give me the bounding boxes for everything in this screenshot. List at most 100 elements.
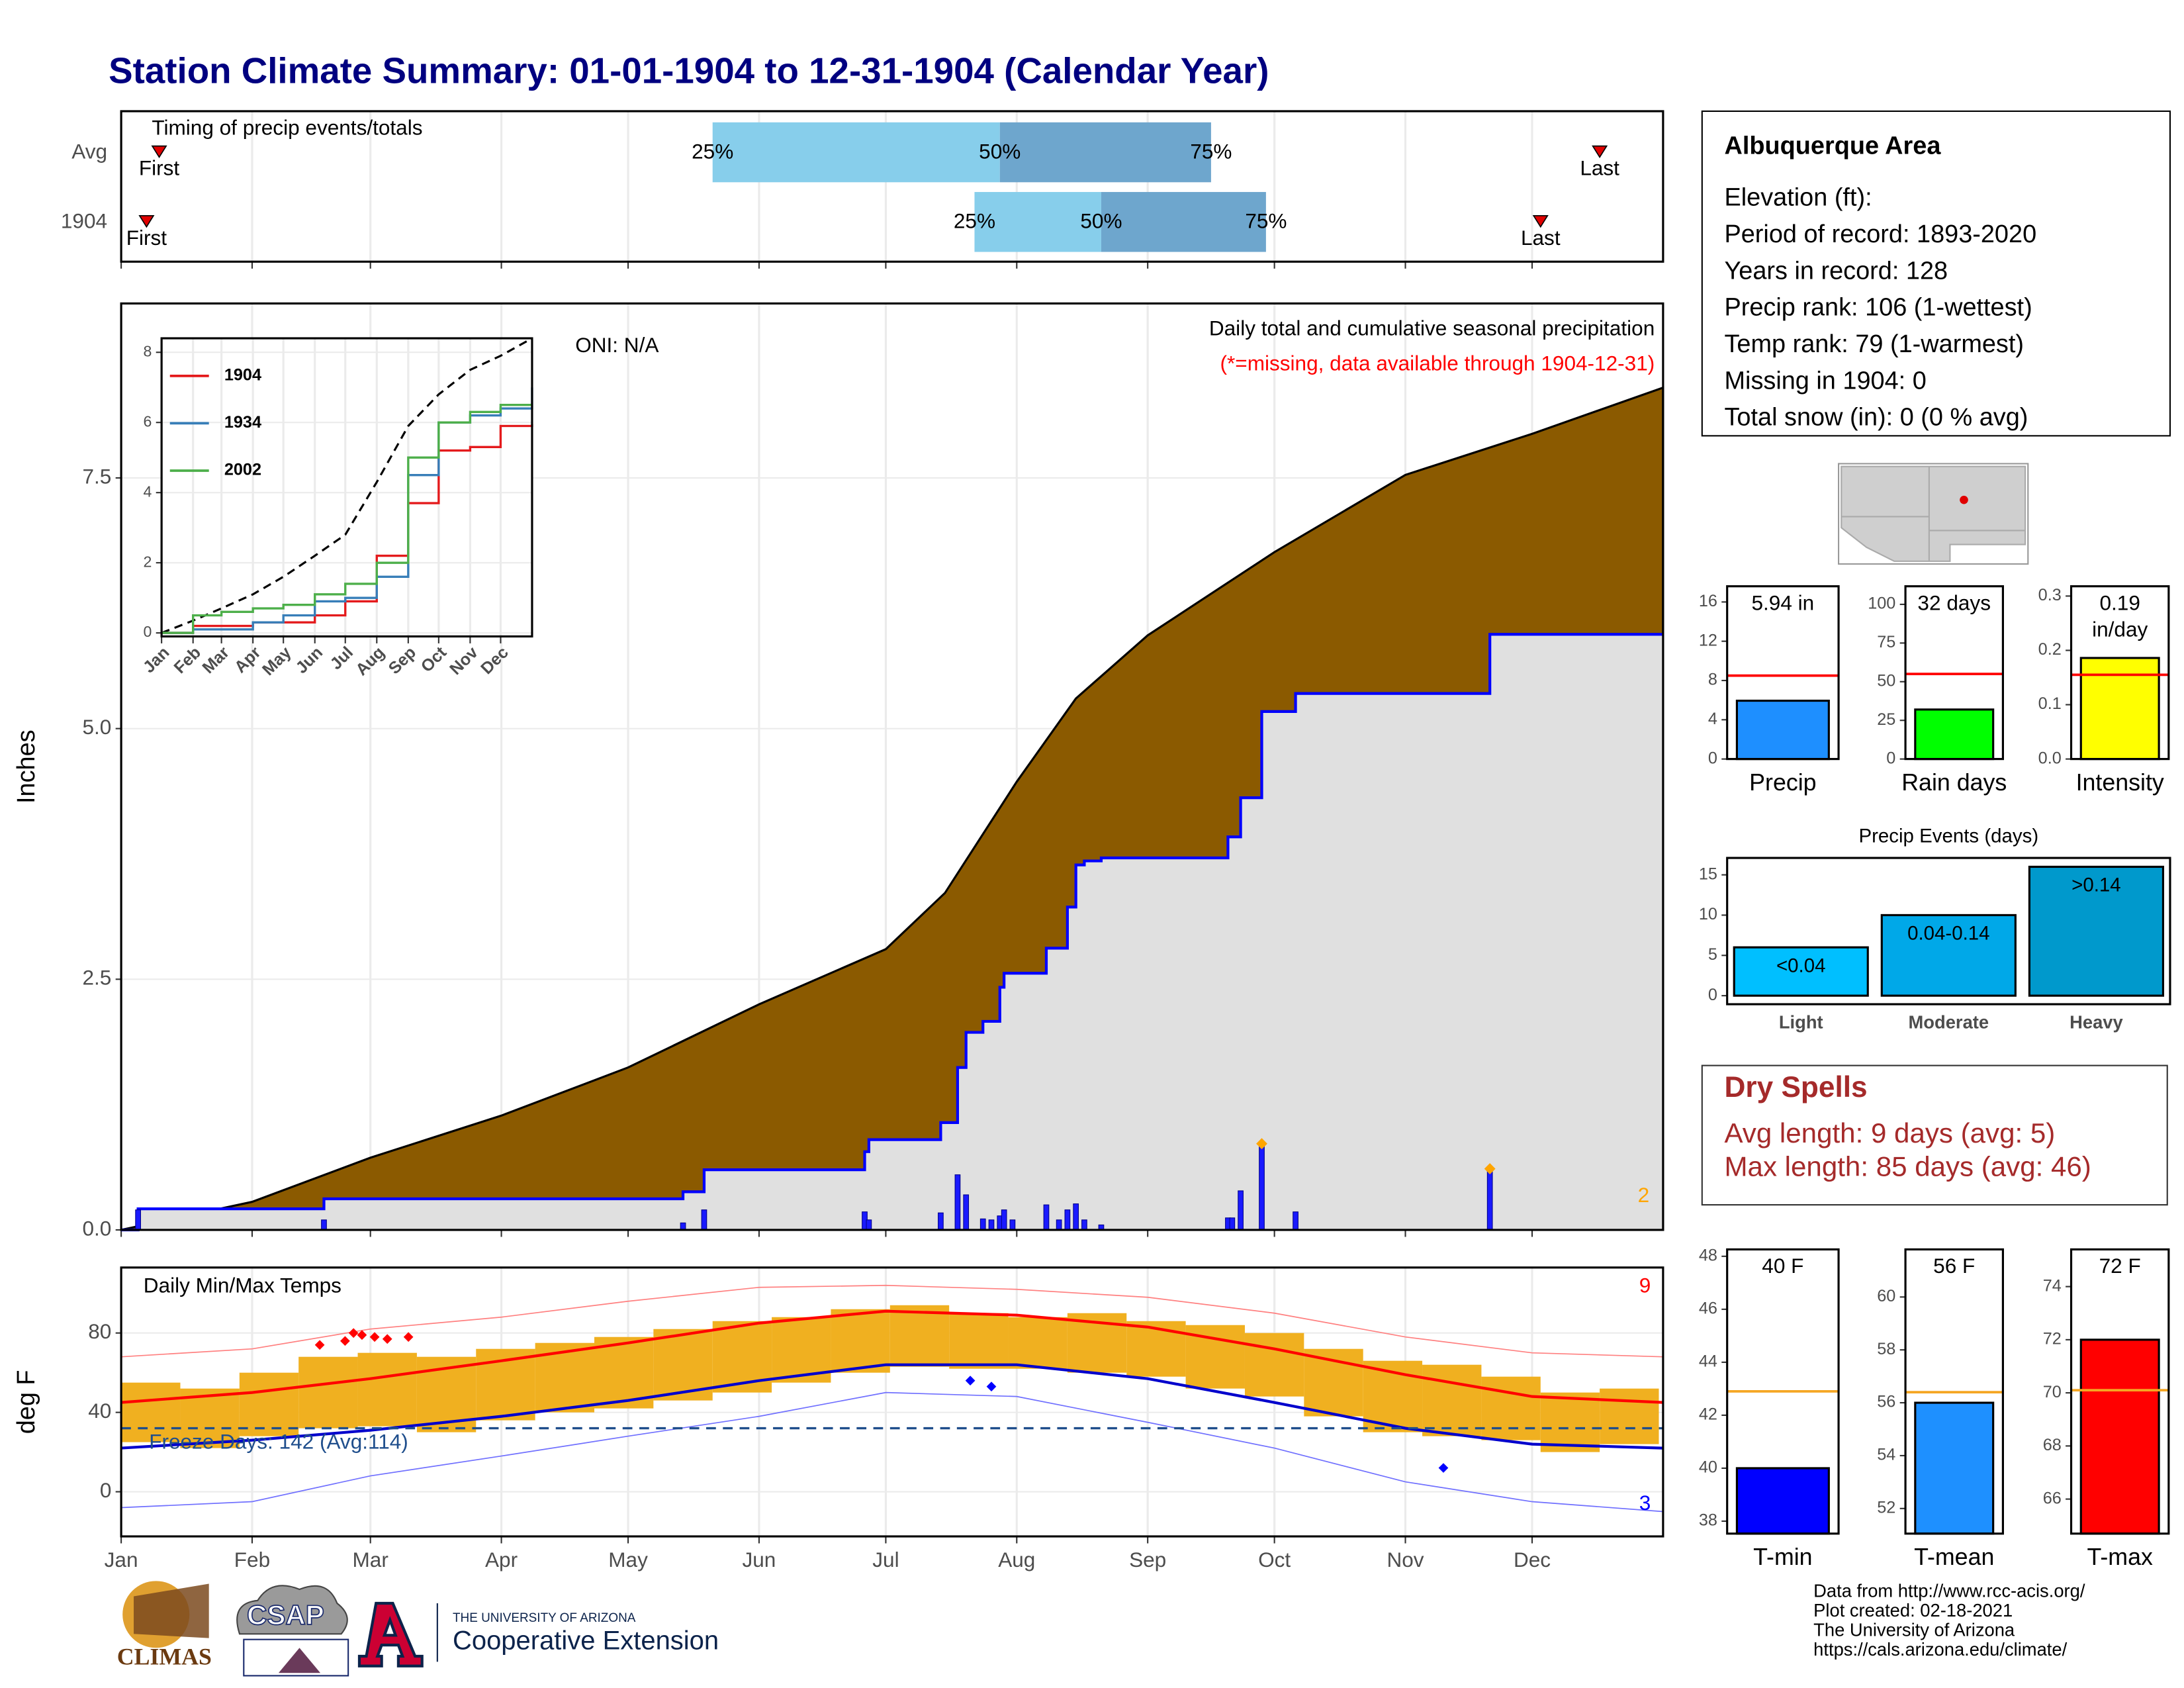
last-marker <box>1592 145 1608 159</box>
daily-precip-bar <box>1259 1143 1265 1231</box>
credit-line: The University of Arizona <box>1813 1619 2015 1640</box>
bin-label: <0.04 <box>1776 955 1826 976</box>
climas-logo: CLIMAS <box>117 1643 212 1669</box>
page-title: Station Climate Summary: 01-01-1904 to 1… <box>109 50 1269 91</box>
station-line: Elevation (ft): <box>1724 184 1872 212</box>
quantile-label: 25% <box>954 209 995 233</box>
panel-border <box>160 337 533 637</box>
y-tick-label: 0 <box>1708 749 1717 767</box>
station-line: Missing in 1904: 0 <box>1724 367 1926 395</box>
daily-temp-range <box>594 1336 654 1409</box>
daily-precip-bar <box>866 1219 872 1231</box>
quantile-label: 50% <box>1080 209 1122 233</box>
bar <box>1733 946 1869 997</box>
x-axis-label: Rain days <box>1901 769 2007 796</box>
value-label: 5.94 in <box>1751 592 1815 616</box>
series-line <box>161 404 532 634</box>
y-tick-label: 15 <box>1699 865 1717 883</box>
value-label-box: 0.19 in/day <box>2092 592 2148 642</box>
dry-spells-lines: Avg length: 9 days (avg: 5)Max length: 8… <box>1724 1117 2091 1182</box>
daily-temp-range <box>1600 1388 1659 1444</box>
annotation: ONI: N/A <box>575 333 659 357</box>
daily-temp-range <box>831 1309 890 1373</box>
x-tick-label: Light <box>1779 1012 1823 1033</box>
station-line: Total snow (in): 0 (0 % avg) <box>1724 404 2028 432</box>
x-tick-label: Dec <box>1514 1548 1551 1571</box>
daily-precip-bar <box>1238 1190 1244 1231</box>
daily-temp-range <box>1540 1392 1600 1452</box>
locator-map <box>1838 463 2029 565</box>
y-axis-label: deg F <box>13 1370 40 1434</box>
daily-precip-bar <box>988 1219 995 1231</box>
quantile-bar <box>974 192 1101 252</box>
y-tick-label: 46 <box>1699 1299 1717 1318</box>
panel-border <box>2070 585 2170 761</box>
record-high-days-marker <box>403 1332 414 1342</box>
ua-logo <box>357 1601 424 1667</box>
daily-precip-bar <box>321 1219 327 1231</box>
legend-label: 1904 <box>224 366 261 385</box>
panel-border <box>120 1266 1664 1538</box>
panel-title: Daily total and cumulative seasonal prec… <box>1209 316 1655 340</box>
y-tick-label: 50 <box>1877 671 1895 690</box>
value-label-box: 56 F <box>1933 1255 1975 1279</box>
y-tick-label: 60 <box>1877 1287 1895 1305</box>
row-label: 1904 <box>61 209 107 233</box>
x-tick-label: Sep <box>1129 1548 1166 1571</box>
x-tick-label: Apr <box>485 1548 518 1571</box>
record-low-line <box>121 1391 1663 1513</box>
csap-base <box>243 1638 349 1677</box>
y-tick-label: 0.3 <box>2038 586 2062 604</box>
y-tick-label: 5.0 <box>83 715 112 739</box>
daily-precip-bar <box>979 1218 986 1231</box>
value-label: 32 days <box>1917 592 1991 616</box>
average-min-line <box>120 1363 1663 1450</box>
value-label: 0.19 in/day <box>2092 592 2148 642</box>
bin-label: 0.04-0.14 <box>1907 923 1989 945</box>
bin-label: >0.14 <box>2071 874 2121 896</box>
observed-cumulative <box>121 633 1663 1232</box>
observed-area <box>121 634 1663 1230</box>
bar <box>2028 865 2165 997</box>
legend-label: 1934 <box>224 413 261 432</box>
y-tick-label: 4 <box>1708 710 1717 728</box>
record-low-days-marker <box>965 1376 976 1386</box>
quantile-bar <box>999 122 1211 183</box>
university-name: THE UNIVERSITY OF ARIZONA <box>453 1611 636 1625</box>
legend-label: 2002 <box>224 461 261 479</box>
panel-border <box>120 110 1664 263</box>
map-states <box>1841 465 2026 562</box>
station-lines: Elevation (ft): Period of record: 1893-20… <box>1724 184 2036 432</box>
series-line <box>161 387 533 634</box>
y-tick-label: 8 <box>1708 671 1717 689</box>
dry-spell-line: Avg length: 9 days (avg: 5) <box>1724 1117 2055 1149</box>
x-tick-label: Nov <box>1387 1548 1424 1571</box>
y-tick-label: 4 <box>144 483 152 500</box>
y-tick-label: 38 <box>1699 1511 1717 1530</box>
daily-temp-range <box>1008 1317 1068 1369</box>
x-tick-label: Mar <box>353 1548 388 1571</box>
extension-name: Cooperative Extension <box>453 1626 719 1655</box>
first-marker <box>151 145 167 159</box>
daily-temp-range <box>298 1356 358 1429</box>
y-tick-label: 2 <box>144 553 152 570</box>
daily-precip-bar <box>135 1209 141 1231</box>
bar <box>2079 657 2160 761</box>
daily-precip-bar <box>963 1194 970 1231</box>
y-tick-label: 72 <box>2043 1330 2062 1348</box>
flag-count: 2 <box>1638 1183 1650 1207</box>
daily-precip-bar <box>1001 1209 1007 1231</box>
record-high-days-marker <box>369 1332 380 1342</box>
daily-temp-range <box>239 1372 299 1436</box>
daily-precip-bar <box>954 1174 961 1231</box>
y-tick-label: 12 <box>1699 631 1717 649</box>
record-low-days-marker <box>1438 1463 1449 1473</box>
y-tick-label: 48 <box>1699 1246 1717 1265</box>
y-tick-label: 68 <box>2043 1436 2062 1454</box>
bar <box>1880 914 2017 997</box>
y-tick-label: 0 <box>144 623 152 640</box>
daily-precip-bar <box>1081 1219 1087 1231</box>
x-tick-label: Jul <box>872 1548 899 1571</box>
value-label-box: 72 F <box>2099 1255 2141 1279</box>
